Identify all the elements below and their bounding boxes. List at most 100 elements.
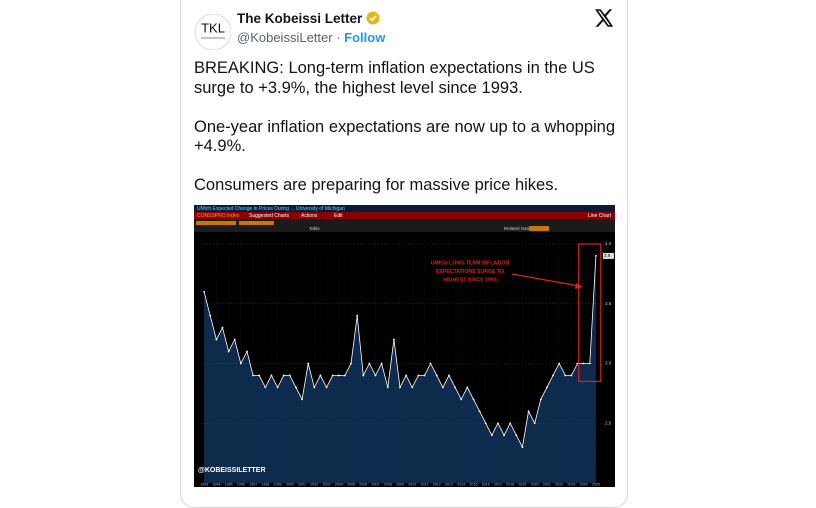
x-tick-label: 2025 (592, 482, 600, 486)
x-tick-label: 1993 (200, 482, 208, 486)
point (503, 434, 505, 437)
x-tick-label: 2000 (286, 482, 294, 486)
x-tick-label: 2008 (384, 482, 392, 486)
x-tick-label: 2020 (531, 482, 539, 486)
toolbar-item[interactable]: Table (309, 226, 320, 231)
x-tick-label: 2006 (359, 482, 367, 486)
point (570, 374, 573, 377)
annotation: HIGHEST SINCE 1993 (443, 277, 496, 283)
x-tick-label: 1997 (249, 482, 257, 486)
annotation: UMICH LONG-TERM INFLATION (431, 260, 510, 266)
paragraph: One-year inflation expectations are now … (194, 118, 615, 157)
point (460, 398, 463, 401)
paragraph: Consumers are preparing for massive pric… (194, 176, 615, 196)
point (380, 362, 383, 365)
x-tick-label: 2001 (298, 482, 306, 486)
point (405, 374, 408, 377)
text-line: surge to +3.9%, the highest level since … (194, 78, 523, 97)
y-tick-label: 3.5 (605, 301, 612, 306)
point (435, 374, 438, 377)
toolbar-item[interactable]: Related Data (504, 226, 531, 231)
x-tick-label: 1994 (212, 482, 220, 486)
point (239, 362, 242, 365)
avatar[interactable]: TKL (195, 14, 231, 50)
point (276, 386, 279, 389)
verified-badge (366, 11, 380, 25)
point (423, 374, 426, 377)
x-tick-label: 2012 (433, 482, 441, 486)
point (203, 290, 206, 293)
separator: · (336, 30, 341, 45)
author-name[interactable]: The Kobeissi Letter (237, 11, 380, 26)
x-tick-label: 2011 (421, 482, 429, 486)
x-tick-label: 1995 (225, 482, 233, 486)
point (288, 374, 291, 377)
arrow-head (575, 283, 583, 289)
paragraph: BREAKING: Long-term inflation expectatio… (194, 59, 615, 98)
annotation-arrow (511, 273, 580, 287)
point (484, 422, 487, 425)
point (594, 255, 597, 257)
y-tick-label: 4.0 (605, 241, 612, 246)
point (319, 374, 322, 377)
ticker: CONSSPRO Index (197, 213, 240, 219)
point (448, 374, 450, 377)
point (264, 386, 267, 389)
annotation: EXPECTATIONS SURGE TO (436, 269, 504, 275)
watermark: @KOBEISSILETTER (198, 467, 266, 474)
y-tick-label: 2.5 (605, 420, 612, 425)
point (490, 434, 493, 437)
point (337, 374, 340, 377)
x-logo[interactable] (595, 9, 614, 27)
point (233, 338, 236, 341)
point (386, 386, 389, 389)
point (441, 386, 444, 389)
point (576, 362, 579, 365)
page: TKL The Kobeissi Letter @KobeissiLetter … (180, 0, 628, 508)
point (454, 386, 456, 389)
menu: Edit (334, 213, 343, 219)
area (204, 255, 596, 483)
menu: Actions (301, 213, 318, 219)
x-tick-label: 2005 (347, 482, 355, 486)
last-value-badge (603, 252, 614, 259)
text-line: One-year inflation expectations are now … (194, 117, 616, 136)
point (313, 386, 316, 389)
handle[interactable]: @KobeissiLetter (237, 30, 333, 45)
point (472, 398, 475, 401)
point (350, 362, 352, 365)
x-tick-label: 2017 (494, 482, 502, 486)
last-value-label: 3.9 (604, 253, 611, 258)
point (325, 386, 328, 389)
x-tick-label: 2016 (482, 482, 490, 486)
point (307, 362, 310, 365)
text-line: +4.9%. (194, 137, 246, 155)
highlight-box (578, 243, 602, 383)
x-tick-label: 2007 (372, 482, 380, 486)
follow-button[interactable]: Follow (344, 30, 386, 45)
point (582, 362, 585, 365)
point (344, 374, 346, 377)
point (227, 350, 230, 353)
point (295, 386, 297, 389)
point (215, 338, 218, 341)
point (392, 338, 395, 341)
x-tick-label: 2003 (323, 482, 331, 486)
point (533, 422, 536, 425)
x-tick-label: 2021 (543, 482, 551, 486)
x-tick-label: 2018 (506, 482, 514, 486)
point (417, 374, 420, 377)
point (521, 446, 524, 449)
x-tick-label: 2023 (567, 482, 575, 486)
author[interactable]: The Kobeissi Letter (237, 11, 363, 26)
point (527, 410, 530, 413)
point (399, 386, 401, 389)
point (478, 410, 481, 413)
point (362, 374, 365, 377)
point (209, 314, 212, 317)
point (252, 374, 254, 377)
chart-image[interactable]: UMich Expected Change in Prices During .… (194, 205, 615, 487)
point (546, 386, 548, 389)
point (588, 362, 591, 365)
x-tick-label: 1998 (261, 482, 269, 486)
